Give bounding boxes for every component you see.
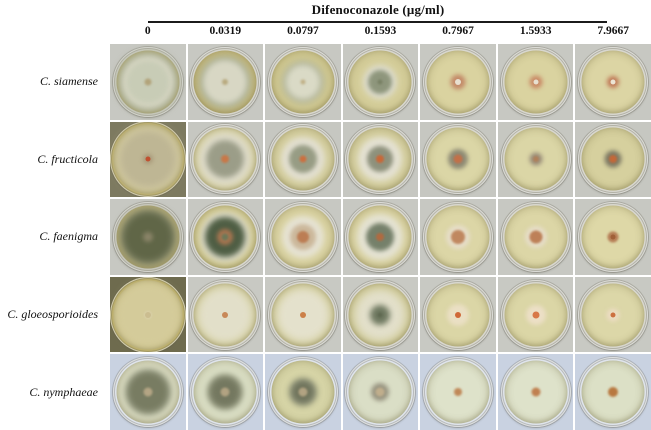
petri-dish-photo — [497, 121, 574, 198]
petri-dish-photo — [110, 276, 186, 353]
fungal-colony-layer — [222, 78, 229, 85]
fungal-colony-layer — [299, 155, 307, 163]
fungal-colony-layer — [532, 156, 539, 163]
fungal-colony-layer — [531, 387, 541, 397]
fungal-colony-layer — [376, 155, 385, 164]
petri-dish-photo — [265, 354, 341, 430]
species-label: C. gloeosporioides — [7, 307, 98, 322]
petri-dish-photo — [110, 44, 186, 120]
fungal-colony-layer — [377, 312, 383, 318]
concentration-label: 0.0319 — [209, 25, 242, 37]
fungal-colony-layer — [375, 387, 385, 397]
fungal-colony-layer — [453, 154, 463, 164]
fungal-colony-layer — [532, 311, 540, 319]
concentration-label: 0 — [144, 25, 151, 37]
petri-dish-photo — [187, 44, 264, 120]
petri-dish-photo — [110, 121, 186, 198]
petri-dish-photo — [420, 44, 496, 120]
petri-dish-photo — [265, 121, 341, 198]
fungal-colony-layer — [144, 311, 151, 318]
petri-dish-photo — [420, 276, 496, 353]
fungal-colony-layer — [608, 387, 619, 398]
concentration-label: 1.5933 — [519, 25, 552, 37]
fungal-colony-layer — [455, 311, 462, 318]
species-label-column: C. siamense C. fructicola C. faenigma C. gl… — [0, 44, 104, 430]
petri-dish-photo — [187, 276, 264, 353]
petri-dish-photo — [575, 121, 651, 198]
fungal-colony-layer — [609, 155, 618, 164]
petri-dish-photo — [497, 354, 574, 430]
petri-dish-photo — [265, 44, 341, 120]
fungal-colony-layer — [451, 229, 466, 244]
fungal-colony-layer — [533, 79, 539, 85]
fungal-colony-layer — [221, 155, 230, 164]
petri-dish-photo — [575, 354, 651, 430]
fungal-colony-layer — [143, 387, 153, 397]
fungal-colony-layer — [145, 156, 151, 162]
petri-dish-photo — [575, 44, 651, 120]
fungal-colony-layer — [454, 388, 463, 397]
fungal-colony-layer — [222, 311, 229, 318]
fungal-colony-layer — [299, 311, 306, 318]
petri-dish-photo — [420, 121, 496, 198]
species-label: C. faenigma — [39, 229, 98, 244]
petri-dish-photo — [342, 121, 419, 198]
petri-dish-photo — [187, 199, 264, 275]
petri-dish-photo — [497, 276, 574, 353]
fungal-colony-layer — [221, 233, 229, 241]
petri-dish-photo — [342, 276, 419, 353]
figure-title: Difenoconazole (μg/ml) — [311, 2, 445, 17]
concentration-label: 7.9667 — [597, 25, 630, 37]
petri-dish-photo — [575, 276, 651, 353]
header-rule — [148, 21, 607, 23]
fungal-colony-layer — [142, 231, 153, 242]
concentration-label: 0.0797 — [287, 25, 319, 37]
species-label: C. fructicola — [37, 151, 98, 166]
petri-dish-photo — [420, 199, 496, 275]
petri-dish-photo — [575, 199, 651, 275]
fungal-colony-layer — [296, 230, 309, 243]
concentration-header-row: 0 0.0319 0.0797 0.1593 0.7967 1.5933 7.9667 — [110, 25, 651, 37]
fungal-colony-layer — [298, 387, 308, 397]
petri-dish-photo — [342, 199, 419, 275]
petri-dish-photo — [497, 44, 574, 120]
species-label: C. siamense — [40, 74, 98, 89]
petri-dish-photo — [110, 354, 186, 430]
fungal-colony-layer — [377, 79, 383, 85]
petri-dish-photo — [187, 121, 264, 198]
petri-dish-photo — [110, 199, 186, 275]
concentration-label: 0.7967 — [442, 25, 474, 37]
fungal-colony-layer — [376, 232, 385, 241]
fungal-colony-layer — [610, 79, 616, 85]
fungal-colony-layer — [610, 312, 616, 318]
petri-dish-photo — [342, 354, 419, 430]
species-label: C. nymphaeae — [29, 384, 98, 399]
petri-dish-photo — [265, 276, 341, 353]
petri-dish-photo — [342, 44, 419, 120]
fungal-colony-layer — [144, 78, 152, 86]
petri-dish-photo — [187, 354, 264, 430]
fungal-colony-layer — [300, 79, 306, 85]
fungal-colony-layer — [529, 230, 543, 244]
fungal-colony-layer — [220, 387, 230, 397]
petri-dish-photo — [497, 199, 574, 275]
petri-dish-photo — [420, 354, 496, 430]
fungal-colony-layer — [455, 78, 462, 85]
fungal-colony-layer — [610, 234, 616, 240]
dish-grid — [110, 44, 651, 430]
petri-dish-photo — [265, 199, 341, 275]
concentration-label: 0.1593 — [364, 25, 397, 37]
